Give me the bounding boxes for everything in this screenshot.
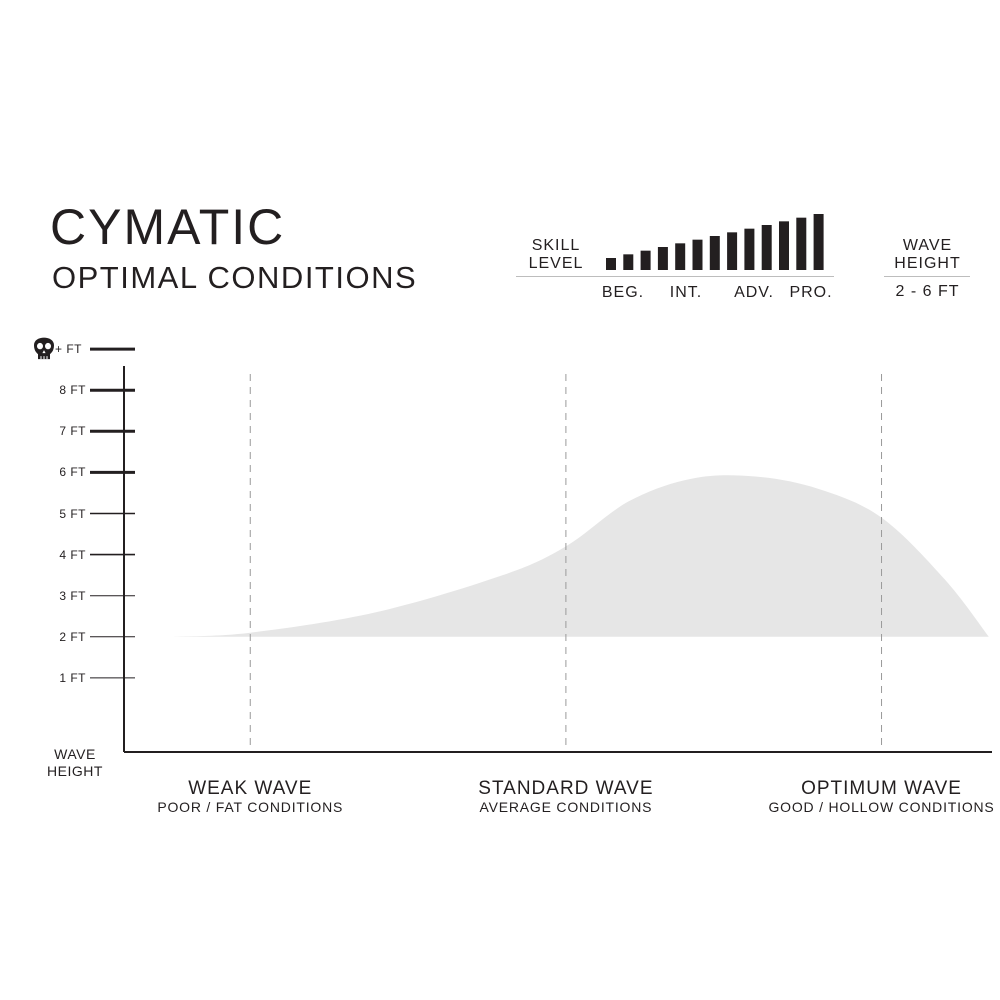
- skill-label-line2: LEVEL: [528, 255, 584, 272]
- wave-height-range: 2 - 6 FT: [895, 283, 960, 300]
- skill-level-int: INT.: [669, 284, 703, 301]
- chart-title: CYMATIC: [50, 199, 286, 255]
- skill-bar: [692, 239, 703, 270]
- skill-bar: [727, 232, 738, 270]
- y-tick-label: 6 FT: [59, 465, 86, 480]
- skill-bar: [606, 258, 616, 270]
- skill-bar: [813, 214, 824, 270]
- chart-subtitle: OPTIMAL CONDITIONS: [52, 260, 418, 295]
- y-tick-label: 1 FT: [59, 670, 86, 685]
- y-tick-label: 2 FT: [59, 629, 86, 644]
- skill-bar: [796, 217, 807, 270]
- skill-label-line1: SKILL: [531, 237, 581, 254]
- skull-icon: [34, 337, 54, 360]
- y-tick-label: + FT: [54, 342, 82, 357]
- wave-height-label-line1: WAVE: [902, 237, 953, 254]
- skill-bar: [761, 225, 772, 270]
- category-title: WEAK WAVE: [188, 778, 313, 799]
- y-tick-label: 8 FT: [59, 383, 86, 398]
- category-subtitle: AVERAGE CONDITIONS: [479, 799, 653, 815]
- skill-bar: [779, 221, 789, 270]
- skill-level-beg: BEG.: [601, 284, 645, 301]
- y-tick-label: 4 FT: [59, 547, 86, 562]
- y-tick-label: 7 FT: [59, 424, 86, 439]
- category-subtitle: POOR / FAT CONDITIONS: [157, 799, 344, 815]
- category-title: STANDARD WAVE: [478, 778, 654, 799]
- wave-height-divider: [884, 276, 970, 277]
- skill-bar: [744, 228, 755, 270]
- category-subtitle: GOOD / HOLLOW CONDITIONS: [768, 799, 995, 815]
- skill-level-pro: PRO.: [789, 284, 833, 301]
- wave-height-label-line2: HEIGHT: [894, 255, 961, 272]
- skill-divider: [516, 276, 834, 277]
- skill-level-label: SKILL LEVEL: [516, 237, 596, 273]
- y-axis-label: WAVE HEIGHT: [30, 746, 120, 780]
- skill-bar: [709, 236, 720, 270]
- skill-bar: [640, 250, 651, 270]
- y-axis-label-line2: HEIGHT: [47, 763, 103, 779]
- wave-range-area: [171, 475, 989, 637]
- y-tick-label: 3 FT: [59, 588, 86, 603]
- skill-bar: [657, 247, 668, 270]
- skill-bar: [623, 254, 634, 270]
- skill-level-adv: ADV.: [734, 284, 774, 301]
- skill-bar: [675, 243, 686, 270]
- category-title: OPTIMUM WAVE: [801, 778, 962, 799]
- y-tick-label: 5 FT: [59, 506, 86, 521]
- wave-height-label: WAVE HEIGHT: [880, 237, 975, 273]
- y-axis-label-line1: WAVE: [54, 746, 96, 762]
